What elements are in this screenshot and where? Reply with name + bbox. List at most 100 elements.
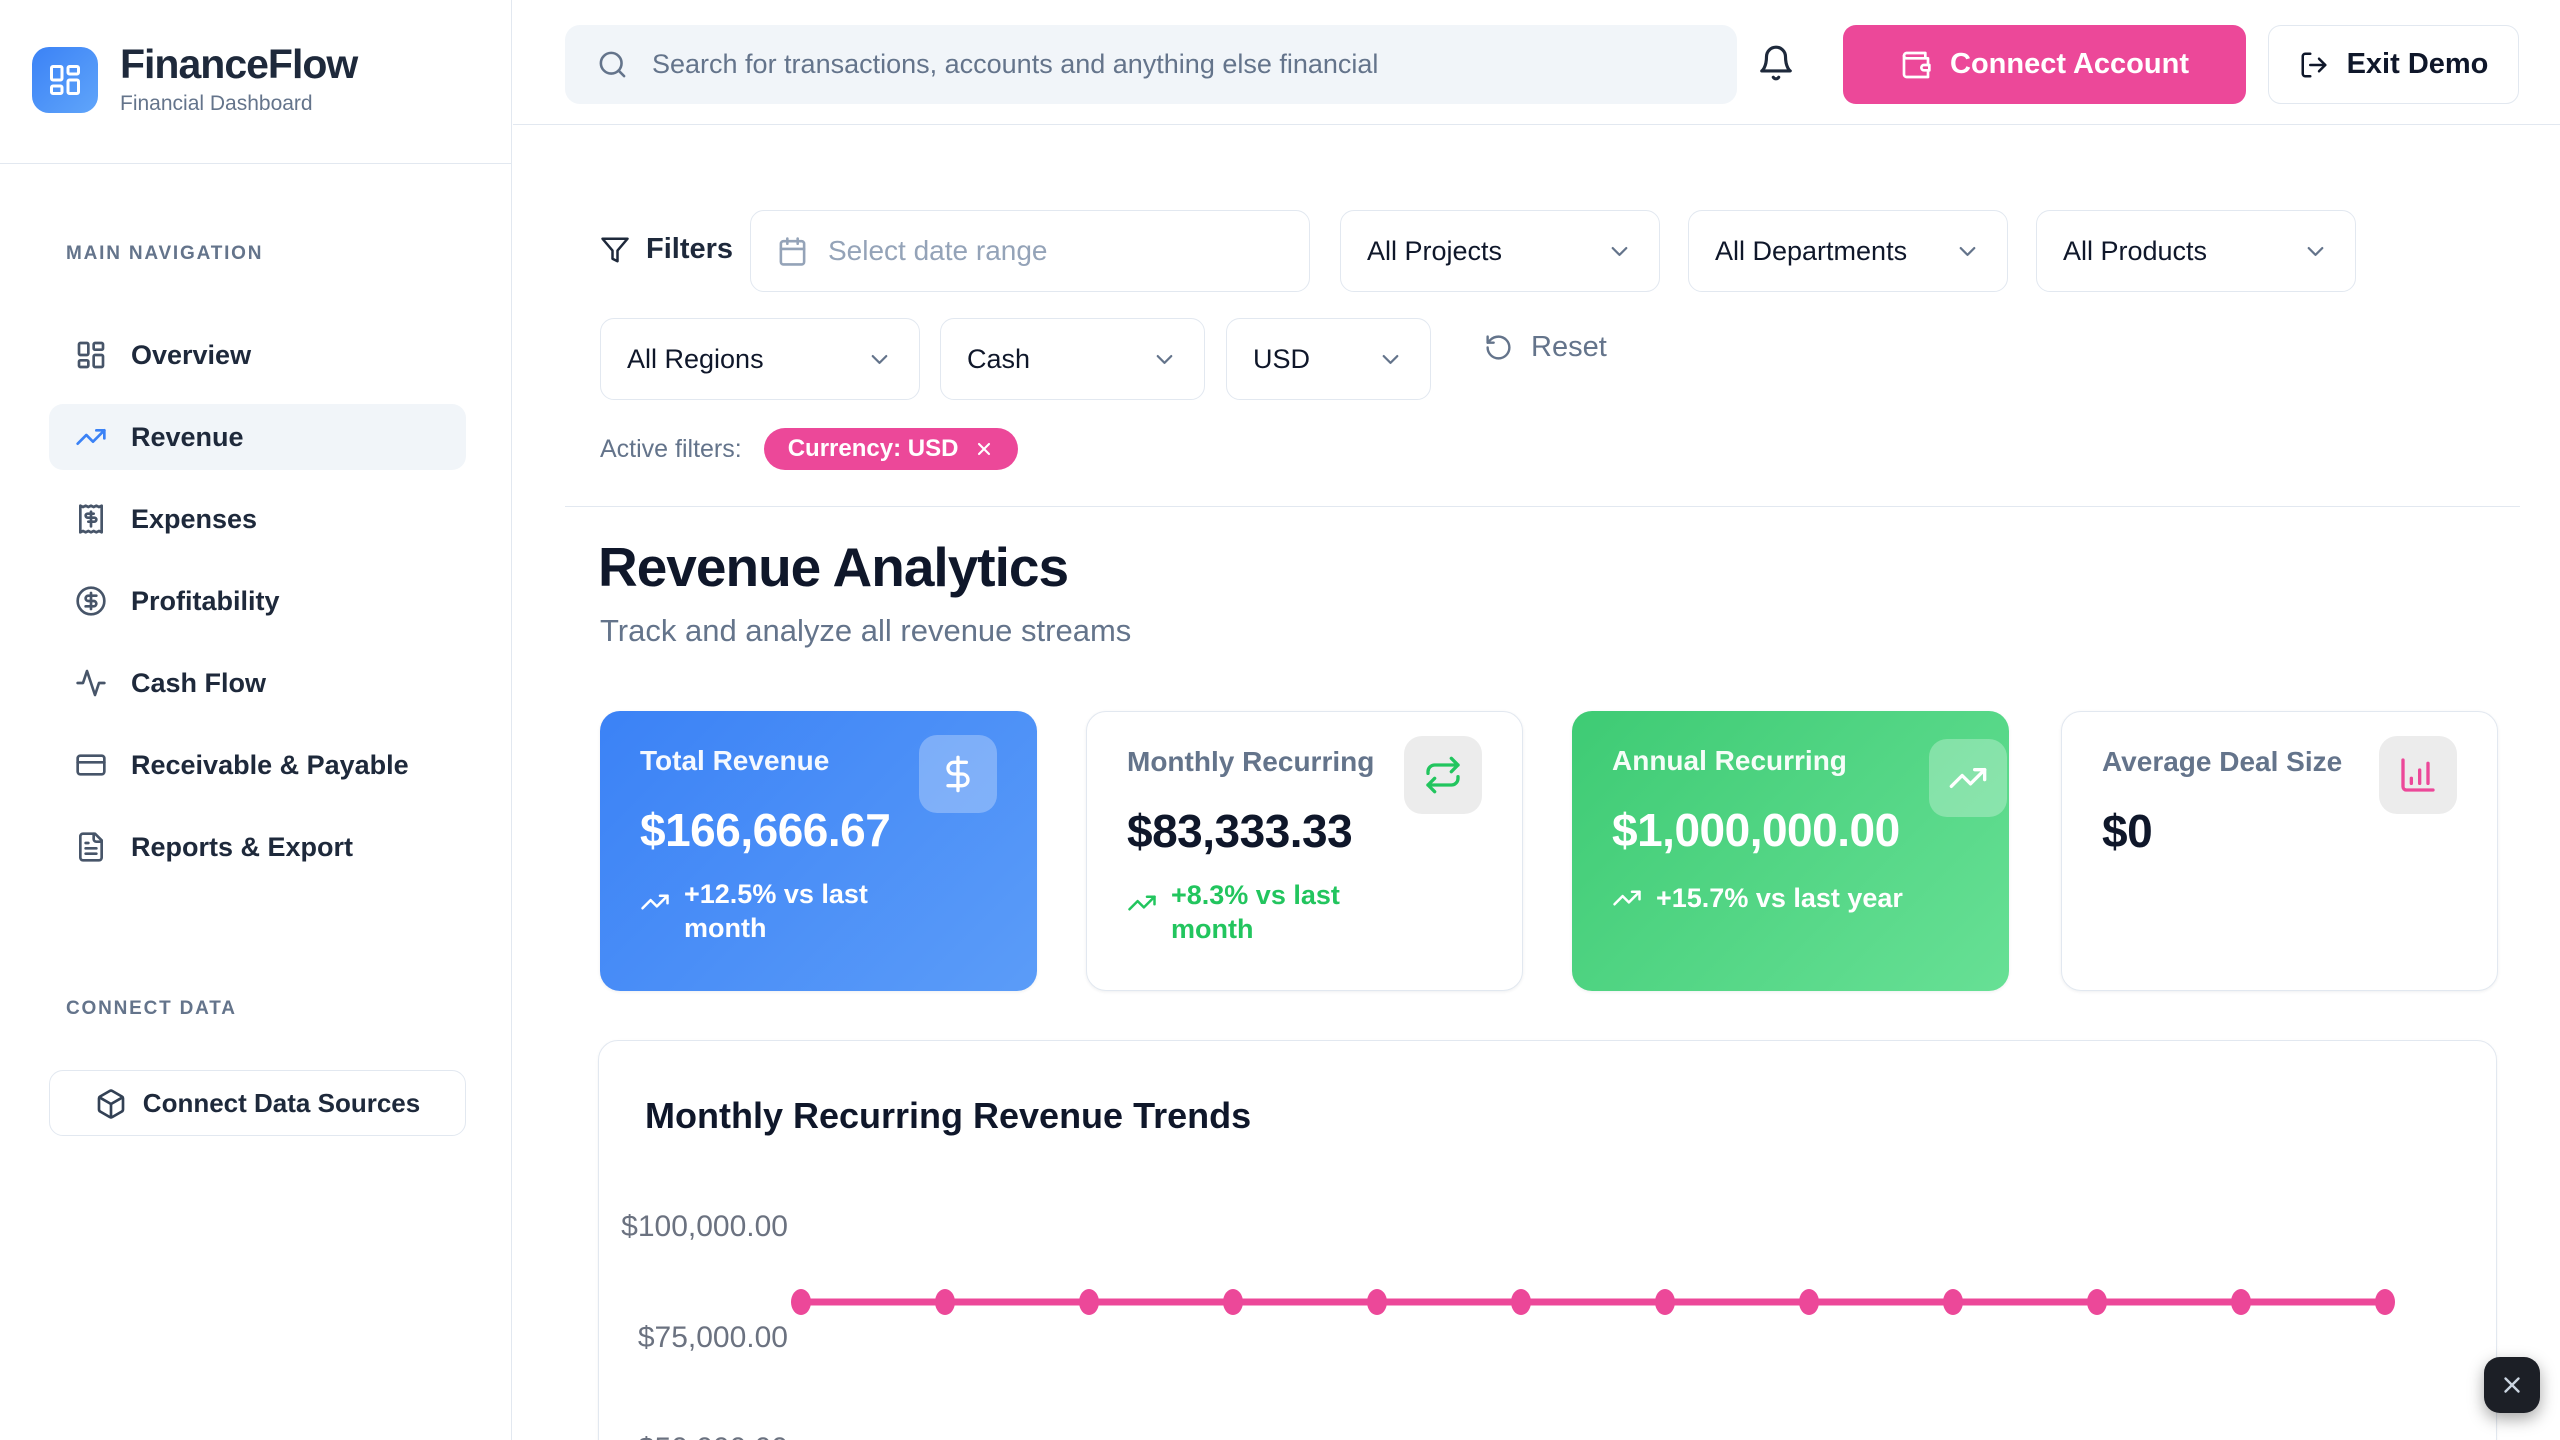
trending-up-icon <box>1128 895 1156 911</box>
chevron-down-icon <box>1382 354 1399 364</box>
sidebar-item-expenses[interactable]: Expenses <box>49 486 466 552</box>
metric-card-average-deal-size: Average Deal Size $0 <box>2061 711 2498 991</box>
mrr-trends-card <box>598 1040 2497 1440</box>
accounting-basis-select[interactable]: Cash <box>940 318 1205 400</box>
chevron-down-icon <box>2307 246 2324 256</box>
metric-card-monthly-recurring: Monthly Recurring $83,333.33 +8.3% vs la… <box>1086 711 1523 991</box>
chip-remove-icon[interactable] <box>974 439 994 459</box>
metric-delta: +8.3% vs last month <box>1127 878 1421 946</box>
metric-value: $166,666.67 <box>640 804 891 856</box>
bar-chart-icon <box>2401 758 2435 792</box>
layout-dashboard-icon <box>75 339 107 371</box>
close-icon <box>2504 1377 2520 1393</box>
metric-icon-box <box>919 735 997 813</box>
sidebar: FinanceFlow Financial Dashboard MAIN NAV… <box>0 0 512 1440</box>
notifications-button[interactable] <box>1757 42 1799 84</box>
metric-value: $1,000,000.00 <box>1612 804 1900 856</box>
chart-title: Monthly Recurring Revenue Trends <box>645 1095 1252 1136</box>
sidebar-item-overview[interactable]: Overview <box>49 322 466 388</box>
sidebar-item-profitability[interactable]: Profitability <box>49 568 466 634</box>
metric-label: Annual Recurring <box>1612 745 1847 776</box>
metric-delta: +15.7% vs last year <box>1612 881 1903 915</box>
metric-label: Total Revenue <box>640 745 830 776</box>
trending-up-icon <box>75 421 107 453</box>
metric-card-total-revenue: Total Revenue $166,666.67 +12.5% vs last… <box>600 711 1037 991</box>
filters-heading: Filters <box>600 233 733 266</box>
connect-data-sources-label: Connect Data Sources <box>142 1087 421 1118</box>
exit-demo-button[interactable]: Exit Demo <box>2268 25 2519 104</box>
connect-section-label: CONNECT DATA <box>66 998 237 1019</box>
reset-label: Reset <box>1531 331 1607 363</box>
page-title: Revenue Analytics <box>598 536 1069 598</box>
chevron-down-icon <box>871 354 888 364</box>
trending-up-icon <box>641 894 669 910</box>
sidebar-item-revenue[interactable]: Revenue <box>49 404 466 470</box>
search-icon <box>599 51 626 78</box>
filter-chip-currency-usd[interactable]: Currency: USD <box>763 428 1019 470</box>
connect-account-label: Connect Account <box>1950 48 2189 80</box>
global-search[interactable] <box>565 25 1737 104</box>
app-tagline: Financial Dashboard <box>120 92 313 116</box>
metric-value: $0 <box>2102 805 2153 857</box>
chevron-down-icon <box>1611 246 1628 256</box>
nav-section-label: MAIN NAVIGATION <box>66 243 264 264</box>
package-icon <box>95 1088 125 1119</box>
sidebar-item-label: Overview <box>131 339 252 370</box>
filters-title-label: Filters <box>646 233 734 265</box>
sidebar-item-cash-flow[interactable]: Cash Flow <box>49 650 466 716</box>
sidebar-item-label: Revenue <box>131 421 244 452</box>
active-filters-label: Active filters: <box>600 434 742 463</box>
calendar-icon <box>779 236 806 266</box>
wallet-icon <box>1902 51 1931 78</box>
connect-account-button[interactable]: Connect Account <box>1843 25 2246 104</box>
file-text-icon <box>75 831 107 863</box>
reset-filters-button[interactable]: Reset <box>1478 330 1613 365</box>
rotate-ccw-icon <box>1486 335 1511 360</box>
trending-up-icon <box>1613 890 1641 906</box>
receipt-icon <box>75 503 107 535</box>
sidebar-item-reports-export[interactable]: Reports & Export <box>49 814 466 880</box>
trending-up-icon <box>1949 768 1987 788</box>
sidebar-item-label: Expenses <box>131 503 258 534</box>
sidebar-item-label: Profitability <box>131 585 280 616</box>
search-input[interactable] <box>650 48 1704 81</box>
log-out-icon <box>2301 52 2327 77</box>
app-logo: FinanceFlow Financial Dashboard <box>32 40 358 116</box>
metric-value: $83,333.33 <box>1127 805 1353 857</box>
sidebar-item-label: Reports & Export <box>131 831 354 862</box>
sidebar-divider <box>0 163 512 164</box>
bell-icon <box>1760 45 1792 81</box>
metric-label: Average Deal Size <box>2102 746 2343 777</box>
date-range-placeholder: Select date range <box>828 235 1048 266</box>
metric-icon-box <box>1404 736 1482 814</box>
connect-data-sources-button[interactable]: Connect Data Sources <box>49 1070 466 1136</box>
close-demo-button[interactable] <box>2484 1357 2540 1413</box>
departments-select[interactable]: All Departments <box>1688 210 2008 292</box>
app-title: FinanceFlow <box>120 41 358 87</box>
y-axis-tick: $50,000.00 <box>598 1432 788 1440</box>
sidebar-item-label: Cash Flow <box>131 667 267 698</box>
chevron-down-icon <box>1959 246 1976 256</box>
products-select[interactable]: All Products <box>2036 210 2356 292</box>
y-axis-tick: $100,000.00 <box>621 1210 788 1243</box>
sidebar-item-label: Receivable & Payable <box>131 749 409 780</box>
metric-icon-box <box>2379 736 2457 814</box>
active-filters-row: Active filters: Currency: USD <box>600 428 1019 470</box>
metric-label: Monthly Recurring <box>1127 746 1375 777</box>
regions-select[interactable]: All Regions <box>600 318 920 400</box>
y-axis-tick: $75,000.00 <box>637 1321 788 1354</box>
metric-icon-box <box>1929 739 2007 817</box>
date-range-input[interactable]: Select date range <box>750 210 1310 292</box>
sidebar-item-receivable-payable[interactable]: Receivable & Payable <box>49 732 466 798</box>
dollar-icon <box>946 755 970 793</box>
filter-funnel-icon <box>601 237 629 262</box>
section-divider <box>565 506 2520 507</box>
projects-select[interactable]: All Projects <box>1340 210 1660 292</box>
currency-select[interactable]: USD <box>1226 318 1431 400</box>
circle-dollar-icon <box>75 585 107 617</box>
page-subtitle: Track and analyze all revenue streams <box>600 613 1132 648</box>
app-logo-icon <box>32 47 98 113</box>
metric-card-annual-recurring: Annual Recurring $1,000,000.00 +15.7% vs… <box>1572 711 2009 991</box>
top-bar: Connect Account Exit Demo <box>513 0 2560 125</box>
